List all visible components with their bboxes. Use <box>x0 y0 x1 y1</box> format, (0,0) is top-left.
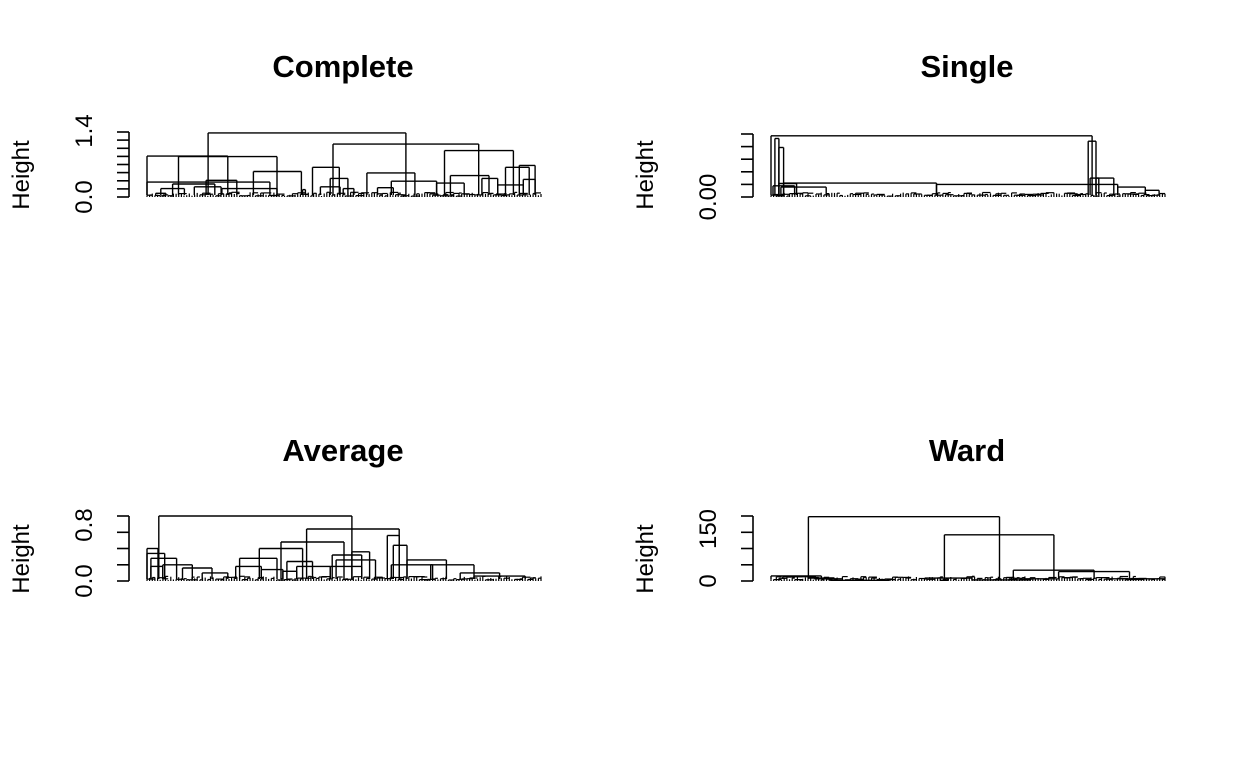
dendrogram-links <box>146 515 526 579</box>
chart-title: Single <box>920 49 1013 84</box>
y-tick-label-min: 0 <box>695 574 722 587</box>
y-axis <box>741 515 754 582</box>
chart-title: Complete <box>272 49 413 84</box>
dendrogram-links <box>770 516 1166 581</box>
chart-title: Average <box>282 433 403 468</box>
panel-ward: Ward Height 0 150 <box>632 433 1166 594</box>
y-axis-label: Height <box>632 524 659 594</box>
leaf-fringe <box>146 575 542 581</box>
y-axis <box>117 131 130 198</box>
chart-title: Ward <box>929 433 1005 468</box>
panel-complete: Complete Height 0.0 1.4 <box>8 49 542 214</box>
y-axis <box>741 133 754 198</box>
panel-single: Single Height 0.00 <box>632 49 1166 221</box>
dendrogram-links <box>146 132 536 195</box>
y-axis <box>117 515 130 582</box>
leaf-fringe <box>770 191 1166 197</box>
y-tick-label-min: 0.00 <box>695 174 722 221</box>
y-axis-label: Height <box>8 524 35 594</box>
panel-average: Average Height 0.0 0.8 <box>8 433 542 598</box>
y-axis-label: Height <box>632 140 659 210</box>
dendrogram-links <box>770 135 1160 195</box>
y-tick-label-max: 1.4 <box>71 114 98 147</box>
y-axis-label: Height <box>8 140 35 210</box>
y-tick-label-min: 0.0 <box>71 564 98 597</box>
y-tick-label-min: 0.0 <box>71 180 98 213</box>
y-tick-label-max: 150 <box>695 509 722 549</box>
y-tick-label-max: 0.8 <box>71 508 98 541</box>
